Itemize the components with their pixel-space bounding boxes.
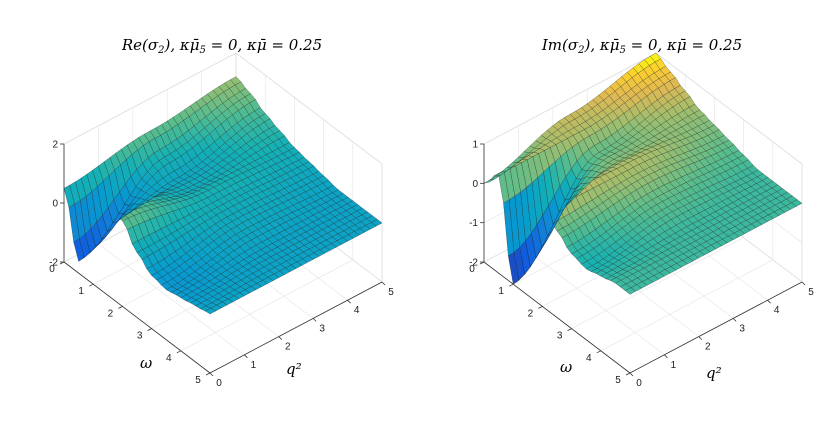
omega-tick (147, 328, 152, 331)
omega-tick (89, 283, 94, 287)
q2-tick-label: 4 (774, 305, 780, 316)
surface-patch (230, 76, 242, 86)
surface-mesh (483, 52, 803, 295)
omega-tick-label: 0 (469, 264, 475, 275)
q2-tick-label: 0 (636, 378, 642, 389)
surface-patch (483, 178, 495, 184)
omega-tick (567, 328, 572, 331)
surface-patch (650, 52, 662, 63)
q2-tick-label: 3 (319, 323, 325, 334)
q2-tick-label: 4 (354, 305, 360, 316)
omega-tick (205, 372, 211, 376)
q2-tick (732, 318, 737, 322)
q2-axis-line (209, 281, 383, 374)
z-tick-label: 1 (472, 140, 478, 151)
chart-title-imag: Im(σ2), κμ̄5 = 0, κμ̄ = 0.25 (541, 36, 742, 56)
x-axis-label-imag: ω (560, 358, 572, 376)
omega-axis-line (63, 261, 211, 374)
omega-tick (509, 283, 514, 287)
q2-tick (278, 336, 283, 340)
omega-tick (118, 306, 123, 309)
surface-mesh (63, 76, 383, 315)
omega-tick (596, 350, 601, 354)
chart-panel-imag: Im(σ2), κμ̄5 = 0, κμ̄ = 0.25 0 1 2 3 4 5 0 1 2 3 4… (469, 36, 814, 389)
omega-tick-label: 1 (498, 286, 504, 297)
x-axis-label-real: ω (140, 354, 152, 372)
z-tick-label: -2 (49, 258, 58, 269)
omega-axis-line (483, 261, 631, 374)
y-axis-label-real: q² (286, 360, 302, 378)
q2-tick (244, 354, 248, 359)
omega-tick-label: 3 (137, 331, 143, 342)
q2-tick (347, 299, 351, 304)
q2-tick (312, 318, 317, 322)
omega-tick-label: 4 (586, 353, 592, 364)
chart-panel-real: Re(σ2), κμ̄5 = 0, κμ̄ = 0.25 0 1 2 3 4 5 0 1 2 3 4… (49, 36, 394, 389)
floor-gridline (180, 259, 353, 352)
omega-tick (176, 350, 181, 354)
q2-tick (629, 372, 634, 377)
omega-tick-label: 5 (615, 375, 621, 386)
q2-tick-label: 3 (739, 323, 745, 334)
z-tick-label: 2 (52, 140, 58, 151)
q2-tick-label: 1 (671, 360, 677, 371)
omega-tick (625, 372, 631, 376)
floor-gridline (571, 237, 744, 329)
q2-axis-line (629, 281, 803, 374)
omega-tick-label: 5 (195, 375, 201, 386)
q2-tick-label: 2 (285, 342, 291, 353)
y-axis-label-imag: q² (706, 364, 722, 382)
q2-tick-label: 2 (705, 342, 711, 353)
floor-gridline (518, 243, 665, 356)
z-tick-label: 0 (52, 199, 58, 210)
floor-gridline (98, 243, 245, 356)
q2-tick (381, 281, 386, 286)
omega-tick-label: 2 (528, 308, 534, 319)
q2-tick (209, 372, 214, 377)
omega-tick-label: 2 (108, 308, 114, 319)
z-tick-label: 0 (472, 179, 478, 190)
q2-tick (801, 281, 806, 286)
chart-title-real: Re(σ2), κμ̄5 = 0, κμ̄ = 0.25 (121, 36, 322, 56)
z-tick-label: -2 (469, 258, 478, 269)
floor-gridline (600, 259, 773, 352)
omega-tick-label: 4 (166, 353, 172, 364)
surface-plot-imag: 0 1 2 3 4 5 0 1 2 3 4 5 -2 -1 0 1 (469, 52, 814, 389)
omega-tick-label: 0 (49, 264, 55, 275)
omega-tick-label: 3 (557, 331, 563, 342)
z-tick-label: -1 (469, 218, 478, 229)
q2-tick (698, 336, 703, 340)
q2-tick-label: 5 (388, 287, 394, 298)
q2-tick (664, 354, 668, 359)
q2-tick-label: 5 (808, 287, 814, 298)
q2-tick (767, 299, 771, 304)
omega-tick-label: 1 (78, 286, 84, 297)
omega-tick (538, 306, 543, 309)
q2-tick-label: 1 (251, 360, 257, 371)
q2-tick-label: 0 (216, 378, 222, 389)
